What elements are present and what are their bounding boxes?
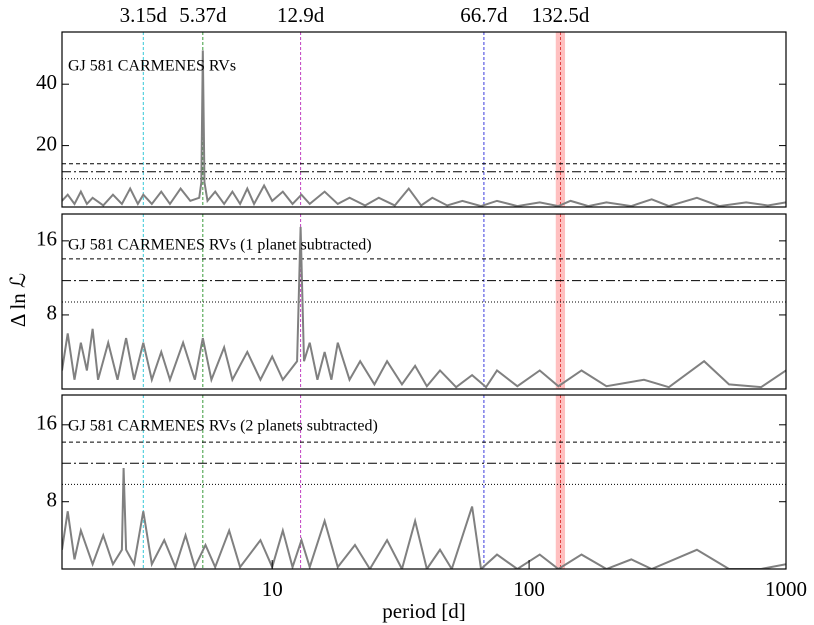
panel-annotation: GJ 581 CARMENES RVs (2 planets subtracte… [68, 418, 378, 435]
y-tick-label: 40 [36, 70, 57, 94]
panel-frame [61, 213, 787, 390]
plot-area [62, 395, 786, 569]
period-label: 3.15d [120, 3, 168, 27]
period-label: 12.9d [277, 3, 325, 27]
panel-frame [61, 394, 787, 570]
y-tick-label: 8 [47, 301, 58, 325]
y-tick-label: 20 [36, 131, 57, 155]
period-label: 66.7d [460, 3, 508, 27]
x-axis-label: period [d] [382, 599, 465, 623]
periodogram-line [62, 468, 786, 569]
y-tick-label: 16 [36, 411, 57, 435]
y-tick-label: 16 [36, 227, 57, 251]
y-tick-label: 8 [47, 488, 58, 512]
period-label: 132.5d [532, 3, 590, 27]
periodogram-line [62, 50, 786, 207]
panel-annotation: GJ 581 CARMENES RVs [68, 58, 236, 75]
x-tick-label: 10 [262, 577, 283, 601]
periodogram-line [62, 226, 786, 389]
y-axis-label: Δ ln ℒ [6, 273, 30, 327]
plot-area [62, 214, 786, 389]
plot-area [62, 32, 786, 207]
period-label: 5.37d [179, 3, 227, 27]
x-tick-label: 100 [513, 577, 545, 601]
panel-annotation: GJ 581 CARMENES RVs (1 planet subtracted… [68, 237, 372, 254]
panel-frame [61, 31, 787, 208]
x-tick-label: 1000 [765, 577, 807, 601]
